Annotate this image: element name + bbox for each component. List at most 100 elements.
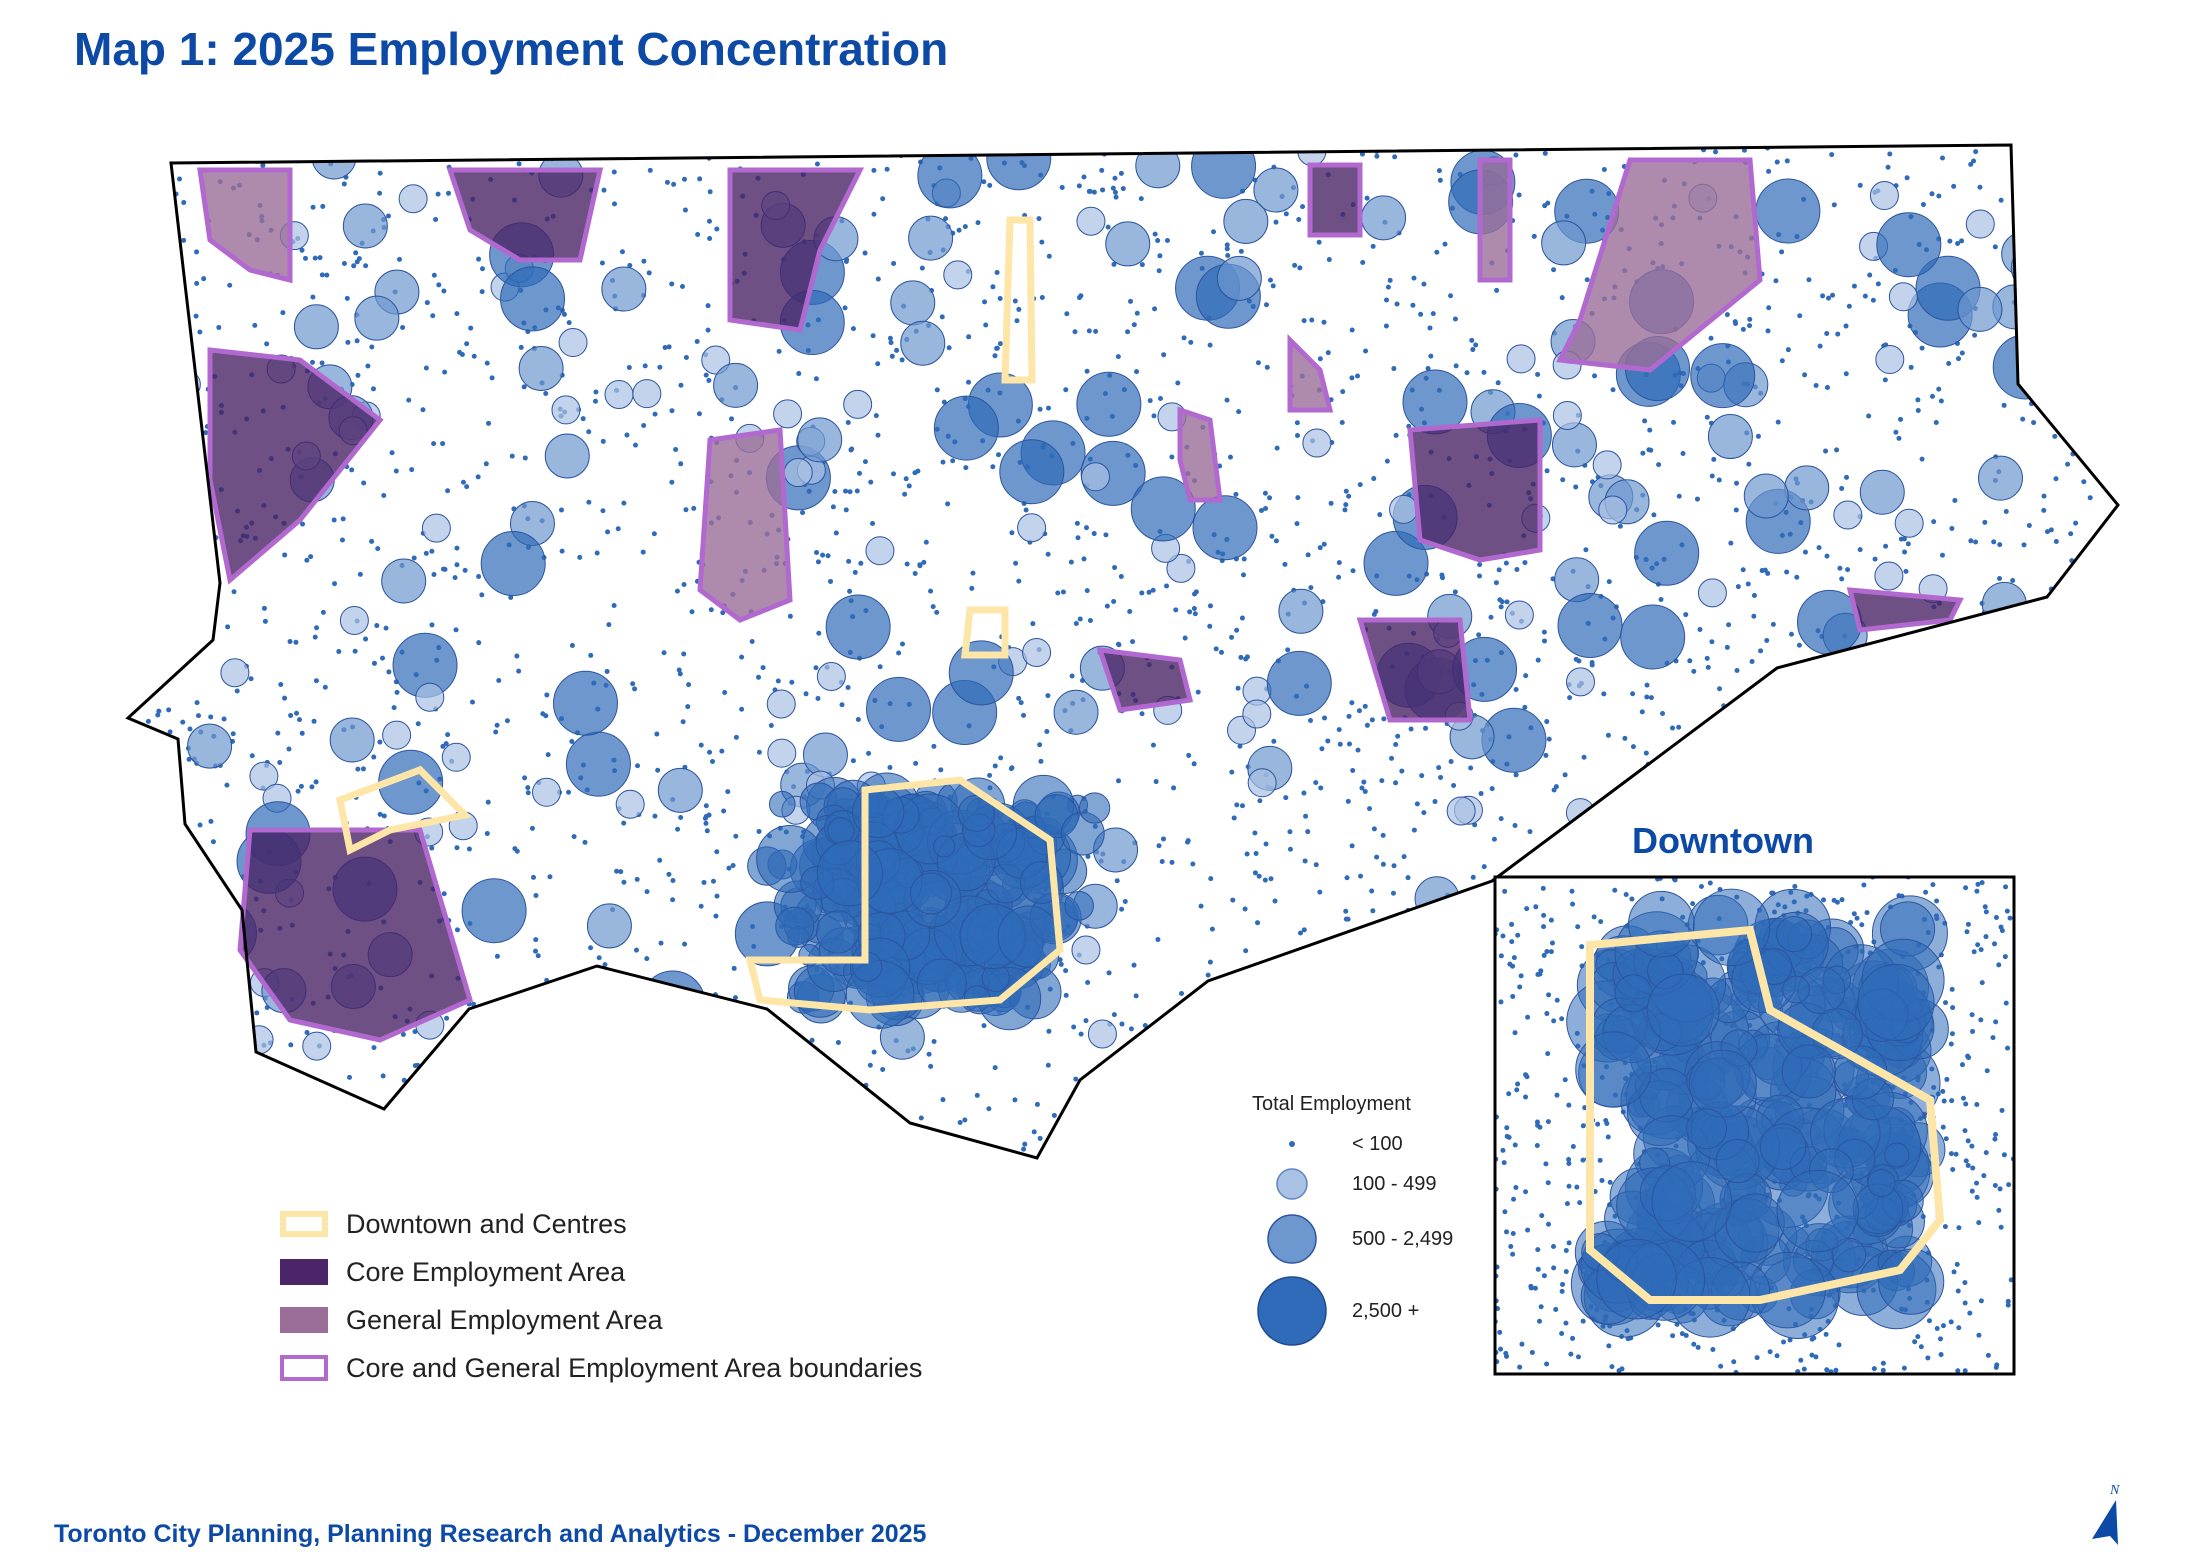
employment-dot bbox=[1963, 833, 1969, 839]
employment-dot bbox=[443, 741, 449, 747]
employment-dot bbox=[496, 678, 502, 684]
employment-dot bbox=[1937, 663, 1967, 693]
employment-dot bbox=[1711, 456, 1717, 462]
employment-dot bbox=[1381, 716, 1387, 722]
employment-dot bbox=[2031, 387, 2037, 393]
employment-dot bbox=[1533, 864, 1539, 870]
employment-dot bbox=[1686, 1108, 1728, 1150]
employment-dot bbox=[1362, 947, 1368, 953]
employment-dot bbox=[363, 636, 369, 642]
employment-dot bbox=[592, 398, 598, 404]
employment-dot bbox=[1727, 797, 1733, 803]
employment-dot bbox=[1185, 839, 1191, 845]
employment-dot bbox=[2039, 165, 2045, 171]
employment-dot bbox=[132, 579, 138, 585]
employment-dot bbox=[1072, 329, 1078, 335]
employment-dot bbox=[561, 311, 567, 317]
employment-dot bbox=[516, 1067, 522, 1073]
employment-dot bbox=[1811, 1335, 1817, 1341]
employment-dot bbox=[130, 271, 136, 277]
employment-dot bbox=[2106, 355, 2112, 361]
employment-dot bbox=[1515, 1081, 1521, 1087]
employment-dot bbox=[1084, 368, 1090, 374]
employment-dot bbox=[1629, 896, 1635, 902]
employment-dot bbox=[445, 488, 451, 494]
employment-dot bbox=[1570, 1143, 1576, 1149]
employment-dot bbox=[415, 721, 421, 727]
employment-dot bbox=[1894, 670, 1900, 676]
employment-dot bbox=[1190, 861, 1196, 867]
employment-dot bbox=[357, 571, 363, 577]
legend-label: Downtown and Centres bbox=[346, 1208, 627, 1239]
employment-dot bbox=[1305, 552, 1311, 558]
employment-dot bbox=[1103, 532, 1109, 538]
employment-dot bbox=[756, 674, 762, 680]
employment-dot bbox=[1983, 1150, 1989, 1156]
employment-dot bbox=[662, 344, 668, 350]
employment-dot bbox=[1195, 689, 1201, 695]
employment-area bbox=[1556, 157, 1763, 373]
employment-dot bbox=[375, 546, 381, 552]
employment-dot bbox=[2041, 507, 2047, 513]
employment-dot bbox=[1500, 933, 1506, 939]
employment-dot bbox=[1885, 164, 1891, 170]
employment-dot bbox=[501, 1125, 507, 1131]
employment-dot bbox=[162, 1006, 168, 1012]
employment-dot bbox=[2027, 195, 2033, 201]
employment-dot bbox=[1476, 632, 1482, 638]
employment-dot bbox=[441, 742, 471, 772]
employment-dot bbox=[1999, 1107, 2005, 1113]
employment-dot bbox=[167, 559, 173, 565]
employment-dot bbox=[981, 1023, 987, 1029]
employment-dot bbox=[1514, 1087, 1520, 1093]
employment-dot bbox=[1724, 312, 1730, 318]
employment-dot bbox=[676, 667, 682, 673]
employment-dot bbox=[1997, 542, 2003, 548]
employment-dot bbox=[1169, 454, 1175, 460]
employment-dot bbox=[1264, 364, 1270, 370]
employment-dot bbox=[370, 386, 376, 392]
employment-dot bbox=[2001, 1152, 2007, 1158]
employment-dot bbox=[970, 570, 976, 576]
employment-dot bbox=[2004, 858, 2010, 864]
employment-dot bbox=[1157, 396, 1163, 402]
employment-dot bbox=[1544, 719, 1550, 725]
employment-dot bbox=[1992, 334, 2058, 400]
employment-dot bbox=[2094, 292, 2100, 298]
employment-dot bbox=[226, 1017, 232, 1023]
employment-dot bbox=[1084, 525, 1090, 531]
employment-dot bbox=[1081, 556, 1087, 562]
employment-dot bbox=[1076, 295, 1082, 301]
centre-boundary bbox=[335, 765, 473, 856]
employment-dot bbox=[2094, 1003, 2100, 1009]
employment-dot bbox=[1612, 887, 1618, 893]
employment-dot bbox=[1442, 241, 1448, 247]
employment-dot bbox=[1962, 1128, 1968, 1134]
employment-dot bbox=[1746, 461, 1752, 467]
employment-dot bbox=[1311, 982, 1317, 988]
employment-dot bbox=[1829, 152, 1835, 158]
employment-dot bbox=[2093, 1078, 2099, 1084]
employment-dot bbox=[484, 831, 490, 837]
employment-dot bbox=[497, 1125, 503, 1131]
employment-dot bbox=[1563, 1269, 1569, 1275]
employment-dot bbox=[1523, 673, 1529, 679]
employment-dot bbox=[725, 789, 731, 795]
employment-dot bbox=[2053, 476, 2059, 482]
employment-dot bbox=[749, 639, 755, 645]
employment-dot bbox=[1904, 175, 1910, 181]
employment-dot bbox=[165, 553, 171, 559]
employment-dot bbox=[1245, 145, 1251, 150]
employment-dot bbox=[1647, 427, 1653, 433]
employment-dot bbox=[1374, 153, 1380, 159]
employment-dot bbox=[1845, 567, 1851, 573]
employment-dot bbox=[2028, 1088, 2034, 1094]
employment-dot bbox=[183, 994, 189, 1000]
employment-dot bbox=[1580, 1318, 1586, 1324]
employment-dot bbox=[1253, 850, 1259, 856]
employment-dot bbox=[1063, 992, 1069, 998]
employment-dot bbox=[1093, 328, 1099, 334]
employment-dot bbox=[1476, 573, 1482, 579]
employment-dot bbox=[476, 256, 482, 262]
employment-dot bbox=[227, 282, 233, 288]
